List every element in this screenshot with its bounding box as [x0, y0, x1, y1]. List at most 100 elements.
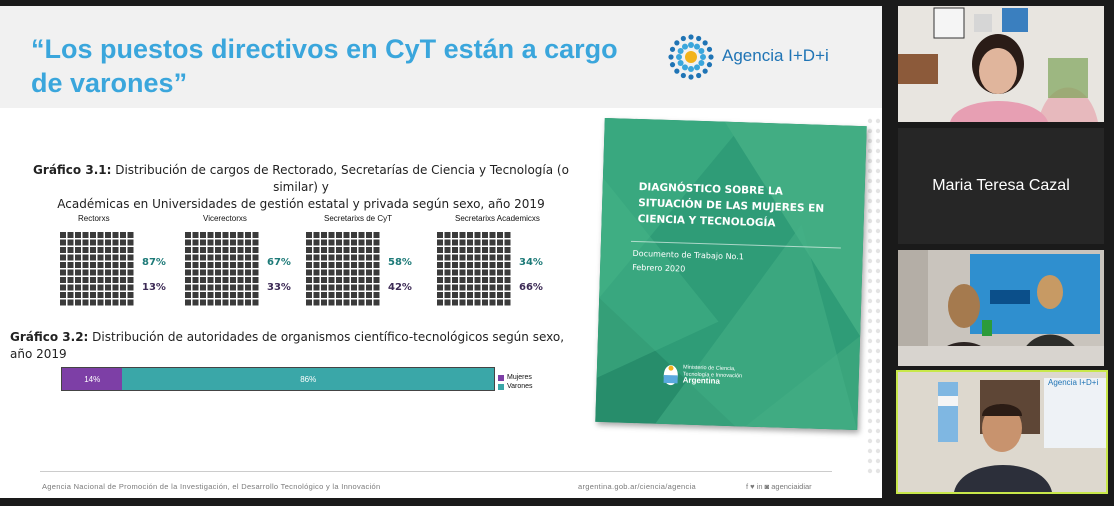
waffle-cell [459, 292, 466, 298]
waffle-cell [82, 284, 89, 291]
waffle-cell [444, 284, 451, 291]
waffle-cell [504, 284, 511, 291]
waffle-cell [351, 247, 357, 253]
waffle-label: Secretarixs de CyT [324, 214, 393, 223]
decor-dot [867, 158, 873, 164]
waffle-cell [328, 262, 335, 268]
waffle-cell [313, 292, 320, 298]
waffle-cell [230, 292, 236, 298]
waffle-cell [90, 239, 96, 246]
waffle-cell [313, 232, 320, 238]
waffle-cell [467, 277, 473, 283]
decor-dot [867, 278, 873, 284]
waffle-cell [97, 262, 104, 268]
waffle-cell [474, 284, 481, 291]
waffle-cell [343, 232, 350, 238]
waffle-cell [90, 269, 96, 276]
waffle-cell [185, 284, 191, 291]
waffle-cell [192, 262, 199, 268]
logo-dot [688, 34, 694, 40]
participant-tile-3[interactable] [898, 250, 1104, 366]
footer-divider [40, 471, 832, 472]
waffle-cell [373, 254, 380, 261]
waffle-cell [97, 284, 104, 291]
waffle-cell [192, 277, 199, 283]
waffle-cell [97, 232, 104, 238]
waffle-cell [252, 269, 259, 276]
waffle-cell [207, 262, 214, 268]
waffle-cell [75, 254, 81, 261]
decor-dot [875, 118, 881, 124]
waffle-cell [504, 232, 511, 238]
waffle-cell [105, 292, 111, 298]
waffle-cell [215, 269, 221, 276]
logo-dot [669, 46, 676, 52]
logo-text: Agencia I+D+i [722, 46, 829, 65]
waffle-cell [112, 239, 119, 246]
decor-dot [875, 128, 881, 134]
logo-dot [677, 48, 684, 54]
waffle-cell [90, 284, 96, 291]
decor-dot [875, 358, 881, 364]
waffle-grid [437, 232, 512, 312]
waffle-cell [328, 284, 335, 291]
waffle-cell [366, 239, 372, 246]
waffle-cell [120, 269, 126, 276]
waffle-cell [127, 292, 134, 298]
waffle-cell [459, 232, 466, 238]
waffle-cell [358, 262, 365, 268]
waffle-cell [343, 292, 350, 298]
waffle-cell [67, 254, 74, 261]
waffle-cell [67, 292, 74, 298]
waffle-cell [459, 277, 466, 283]
waffle-cell [112, 232, 119, 238]
waffle-cell [67, 269, 74, 276]
waffle-cell [60, 232, 66, 238]
waffle-cell [489, 292, 496, 298]
waffle-cell [497, 247, 503, 253]
decorative-dots [867, 118, 881, 474]
waffle-cell [373, 247, 380, 253]
waffle-cell [321, 254, 327, 261]
waffle-cell [444, 269, 451, 276]
waffle-cell [444, 292, 451, 298]
waffle-cell [452, 239, 458, 246]
waffle-cell [444, 262, 451, 268]
waffle-cell [230, 277, 236, 283]
footer-agency-name: Agencia Nacional de Promoción de la Inve… [42, 482, 381, 491]
waffle-cell [497, 277, 503, 283]
waffle-cell [75, 239, 81, 246]
waffle-cell [207, 277, 214, 283]
waffle-cell [313, 299, 320, 306]
participant-tile-2[interactable]: Maria Teresa Cazal [898, 128, 1104, 244]
waffle-cell [358, 232, 365, 238]
waffle-cell [97, 277, 104, 283]
waffle-cell [200, 292, 206, 298]
logo-dot [696, 72, 702, 79]
waffle-cell [497, 299, 503, 306]
waffle-cell [437, 262, 443, 268]
waffle-cell [222, 284, 229, 291]
decor-dot [867, 318, 873, 324]
waffle-cell [437, 277, 443, 283]
chart2-title-label: Gráfico 3.2: [10, 330, 89, 344]
waffle-cell [328, 299, 335, 306]
waffle-cell [482, 269, 488, 276]
waffle-cell [127, 284, 134, 291]
decor-dot [875, 268, 881, 274]
waffle-cell [313, 284, 320, 291]
waffle-cell [366, 292, 372, 298]
waffle-cell [252, 247, 259, 253]
participant-tile-1[interactable] [898, 6, 1104, 122]
waffle-cell [120, 254, 126, 261]
waffle-cell [497, 239, 503, 246]
waffle-cell [474, 232, 481, 238]
waffle-cell [459, 247, 466, 253]
decor-dot [867, 368, 873, 374]
waffle-cell [60, 239, 66, 246]
participant-tile-4-active[interactable]: Agencia I+D+i [896, 370, 1108, 494]
decor-dot [875, 248, 881, 254]
decor-dot [875, 368, 881, 374]
waffle-cell [489, 299, 496, 306]
waffle-cell [215, 239, 221, 246]
